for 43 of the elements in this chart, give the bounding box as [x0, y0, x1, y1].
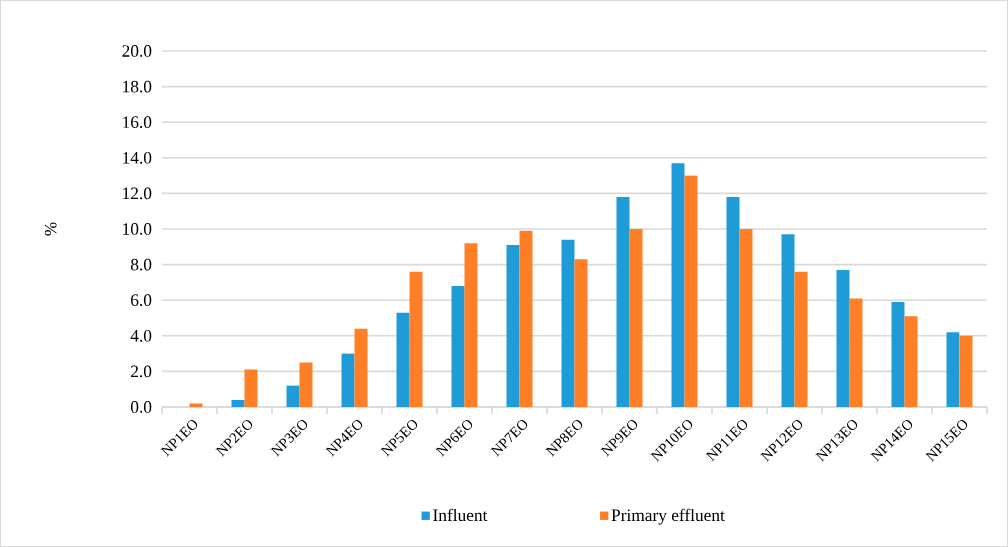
bar — [629, 229, 643, 407]
y-tick-label: 0.0 — [130, 401, 152, 413]
y-tick-label: 16.0 — [123, 116, 152, 129]
bar — [341, 353, 355, 407]
bar — [946, 332, 960, 407]
bar — [684, 175, 698, 407]
y-tick-label: 2.0 — [131, 365, 152, 378]
bar — [299, 362, 313, 407]
bar — [849, 298, 863, 407]
bar — [739, 229, 753, 407]
bar — [959, 335, 973, 407]
bar — [244, 369, 258, 407]
bar — [726, 196, 740, 407]
bar — [286, 385, 300, 407]
bar — [189, 403, 203, 407]
bar — [836, 269, 850, 407]
y-tick-label: 6.0 — [131, 294, 152, 307]
y-tick-label: 12.0 — [123, 187, 152, 200]
y-axis-title: % — [44, 222, 57, 236]
bar — [904, 316, 918, 407]
bar — [409, 271, 423, 407]
bar — [671, 163, 685, 407]
y-tick-label: 14.0 — [123, 151, 152, 164]
bar — [519, 230, 533, 407]
bar — [464, 243, 478, 407]
bar — [506, 245, 520, 407]
bar — [574, 259, 588, 407]
bar — [891, 301, 905, 407]
bar — [781, 234, 795, 407]
bar — [354, 328, 368, 407]
y-tick-label: 18.0 — [123, 80, 152, 93]
y-tick-label: 20.0 — [122, 45, 152, 57]
legend-label: Primary effluent — [611, 508, 725, 525]
legend-label: Influent — [433, 508, 488, 522]
y-tick-label: 4.0 — [130, 329, 152, 342]
y-tick-label: 8.0 — [130, 258, 152, 271]
bar — [561, 239, 575, 407]
bar — [794, 271, 808, 407]
bar — [616, 196, 630, 407]
bar — [231, 399, 245, 407]
bar — [396, 312, 410, 407]
bar — [451, 285, 465, 407]
y-tick-label: 10.0 — [123, 223, 152, 235]
